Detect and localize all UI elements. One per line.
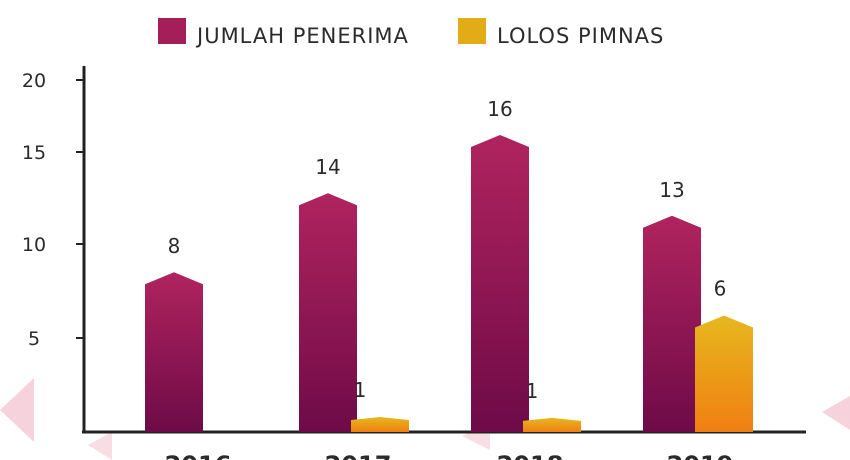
decor-triangle-left (0, 378, 34, 442)
legend: JUMLAH PENERIMA LOLOS PIMNAS (158, 18, 664, 48)
decor-triangle-bottom-left (88, 432, 112, 460)
data-label-lolos-pimnas-2018: 1 (526, 379, 539, 403)
data-label-jumlah-penerima-2017: 14 (315, 155, 340, 179)
data-label-jumlah-penerima-2016: 8 (168, 234, 181, 258)
y-tick-label-15: 15 (22, 142, 46, 164)
y-axis-ticks: 5 10 15 20 (22, 70, 84, 350)
y-tick-label-20: 20 (22, 70, 46, 92)
legend-swatch-jumlah-penerima (158, 18, 186, 44)
legend-label-lolos-pimnas: LOLOS PIMNAS (497, 24, 664, 48)
data-label-lolos-pimnas-2019: 6 (714, 276, 727, 300)
x-axis-labels: 2016 2017 2018 2019 (165, 451, 734, 460)
x-tick-label-2017: 2017 (325, 451, 392, 460)
x-tick-label-2016: 2016 (165, 451, 232, 460)
bar-jumlah-penerima-2016 (145, 272, 203, 432)
bar-lolos-pimnas-2018 (523, 417, 581, 432)
bar-jumlah-penerima-2017 (299, 193, 357, 432)
x-tick-label-2019: 2019 (667, 451, 734, 460)
data-label-lolos-pimnas-2017: 1 (354, 378, 367, 402)
x-tick-label-2018: 2018 (497, 451, 564, 460)
data-label-jumlah-penerima-2019: 13 (659, 178, 684, 202)
bar-jumlah-penerima-2019 (643, 215, 701, 432)
bar-jumlah-penerima-2018 (471, 134, 529, 432)
legend-swatch-lolos-pimnas (458, 18, 486, 44)
bar-lolos-pimnas-2019 (695, 315, 753, 432)
data-label-jumlah-penerima-2018: 16 (487, 97, 512, 121)
bar-lolos-pimnas-2017 (351, 416, 409, 432)
y-tick-label-10: 10 (22, 234, 46, 256)
legend-label-jumlah-penerima: JUMLAH PENERIMA (195, 24, 409, 48)
decor-triangle-right (822, 396, 850, 430)
bars (145, 134, 753, 432)
data-labels: 8 14 1 16 1 13 6 (168, 97, 727, 403)
y-tick-label-5: 5 (28, 328, 40, 350)
